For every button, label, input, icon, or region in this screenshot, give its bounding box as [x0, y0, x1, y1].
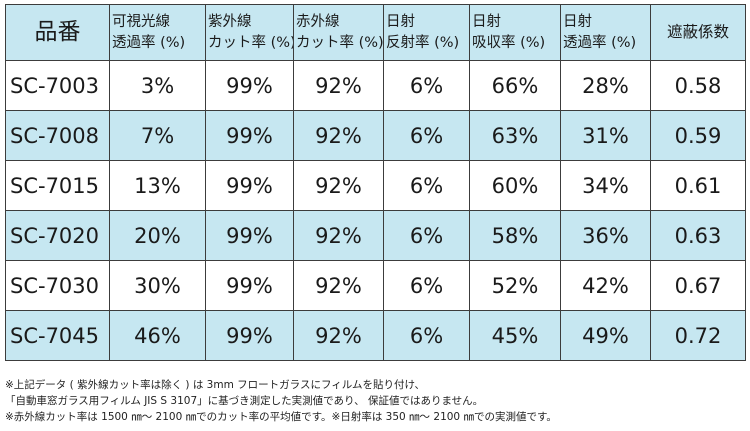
cell-uv-cut: 99% — [205, 210, 294, 261]
footnote-line: ※赤外線カット率は 1500 ㎚～ 2100 ㎚でのカット率の平均値です。※日射… — [5, 411, 557, 423]
cell-shading-coefficient: 0.67 — [650, 260, 746, 311]
cell-solar-reflectance: 6% — [383, 260, 470, 311]
cell-shading-coefficient: 0.63 — [650, 210, 746, 261]
cell-product-number: SC-7020 — [5, 210, 110, 261]
cell-uv-cut: 99% — [205, 260, 294, 311]
cell-visible-transmittance: 30% — [109, 260, 206, 311]
cell-shading-coefficient: 0.61 — [650, 160, 746, 211]
cell-ir-cut: 92% — [293, 160, 384, 211]
cell-ir-cut: 92% — [293, 210, 384, 261]
header-shading-coefficient: 遮蔽係数 — [650, 4, 746, 61]
header-label-line2: 吸収率 (%) — [472, 34, 546, 51]
cell-uv-cut: 99% — [205, 110, 294, 161]
cell-ir-cut: 92% — [293, 310, 384, 361]
header-visible-transmittance: 可視光線 透過率 (%) — [109, 4, 206, 61]
cell-visible-transmittance: 46% — [109, 310, 206, 361]
header-label-line1: 可視光線 — [112, 13, 170, 30]
header-label-line1: 日射 — [472, 13, 501, 30]
header-label-line1: 紫外線 — [208, 13, 252, 30]
table-row: SC-7008 7% 99% 92% 6% 63% 31% 0.59 — [5, 110, 746, 161]
cell-shading-coefficient: 0.58 — [650, 60, 746, 111]
header-label-line1: 赤外線 — [296, 13, 340, 30]
cell-uv-cut: 99% — [205, 310, 294, 361]
header-solar-reflectance: 日射 反射率 (%) — [383, 4, 470, 61]
header-solar-absorptance: 日射 吸収率 (%) — [469, 4, 561, 61]
cell-product-number: SC-7003 — [5, 60, 110, 111]
cell-product-number: SC-7030 — [5, 260, 110, 311]
header-label: 遮蔽係数 — [666, 23, 729, 41]
cell-solar-transmittance: 28% — [560, 60, 651, 111]
table-header: 品番 可視光線 透過率 (%) 紫外線 カット率 (%) 赤外線 カット率 (%… — [5, 4, 746, 61]
cell-ir-cut: 92% — [293, 110, 384, 161]
cell-visible-transmittance: 20% — [109, 210, 206, 261]
header-ir-cut: 赤外線 カット率 (%) — [293, 4, 384, 61]
header-uv-cut: 紫外線 カット率 (%) — [205, 4, 294, 61]
header-label-line2: カット率 (%) — [296, 34, 384, 51]
header-product-number: 品番 — [5, 4, 110, 61]
cell-ir-cut: 92% — [293, 60, 384, 111]
cell-solar-absorptance: 63% — [469, 110, 561, 161]
cell-solar-absorptance: 66% — [469, 60, 561, 111]
film-spec-table: 品番 可視光線 透過率 (%) 紫外線 カット率 (%) 赤外線 カット率 (%… — [5, 4, 746, 361]
cell-ir-cut: 92% — [293, 260, 384, 311]
table-row: SC-7020 20% 99% 92% 6% 58% 36% 0.63 — [5, 210, 746, 261]
footnotes: ※上記データ ( 紫外線カット率は除く ) は 3mm フロートガラスにフィルム… — [5, 377, 745, 425]
cell-solar-absorptance: 58% — [469, 210, 561, 261]
cell-solar-absorptance: 52% — [469, 260, 561, 311]
header-label-line1: 日射 — [563, 13, 592, 30]
cell-shading-coefficient: 0.59 — [650, 110, 746, 161]
header-label-line2: カット率 (%) — [208, 34, 294, 51]
cell-visible-transmittance: 13% — [109, 160, 206, 211]
footnote-line: ※上記データ ( 紫外線カット率は除く ) は 3mm フロートガラスにフィルム… — [5, 379, 425, 391]
cell-uv-cut: 99% — [205, 60, 294, 111]
table-body: SC-7003 3% 99% 92% 6% 66% 28% 0.58 SC-70… — [5, 60, 746, 361]
cell-solar-reflectance: 6% — [383, 160, 470, 211]
header-solar-transmittance: 日射 透過率 (%) — [560, 4, 651, 61]
cell-solar-reflectance: 6% — [383, 60, 470, 111]
table-row: SC-7045 46% 99% 92% 6% 45% 49% 0.72 — [5, 310, 746, 361]
cell-solar-transmittance: 31% — [560, 110, 651, 161]
cell-solar-reflectance: 6% — [383, 210, 470, 261]
header-label-line1: 日射 — [386, 13, 415, 30]
cell-solar-reflectance: 6% — [383, 310, 470, 361]
header-label-line2: 反射率 (%) — [386, 34, 460, 51]
footnote-line: 「自動車窓ガラス用フィルム JIS S 3107」に基づき測定した実測値であり、… — [5, 395, 484, 407]
table-row: SC-7015 13% 99% 92% 6% 60% 34% 0.61 — [5, 160, 746, 211]
table-row: SC-7003 3% 99% 92% 6% 66% 28% 0.58 — [5, 60, 746, 111]
cell-shading-coefficient: 0.72 — [650, 310, 746, 361]
header-label-line2: 透過率 (%) — [563, 34, 637, 51]
cell-visible-transmittance: 3% — [109, 60, 206, 111]
cell-solar-reflectance: 6% — [383, 110, 470, 161]
cell-product-number: SC-7045 — [5, 310, 110, 361]
cell-solar-transmittance: 34% — [560, 160, 651, 211]
cell-solar-absorptance: 60% — [469, 160, 561, 211]
cell-uv-cut: 99% — [205, 160, 294, 211]
spec-table-container: 品番 可視光線 透過率 (%) 紫外線 カット率 (%) 赤外線 カット率 (%… — [5, 4, 746, 361]
cell-product-number: SC-7015 — [5, 160, 110, 211]
cell-product-number: SC-7008 — [5, 110, 110, 161]
cell-solar-absorptance: 45% — [469, 310, 561, 361]
header-row: 品番 可視光線 透過率 (%) 紫外線 カット率 (%) 赤外線 カット率 (%… — [5, 4, 746, 61]
header-label: 品番 — [34, 19, 81, 45]
table-row: SC-7030 30% 99% 92% 6% 52% 42% 0.67 — [5, 260, 746, 311]
cell-solar-transmittance: 36% — [560, 210, 651, 261]
cell-visible-transmittance: 7% — [109, 110, 206, 161]
cell-solar-transmittance: 49% — [560, 310, 651, 361]
cell-solar-transmittance: 42% — [560, 260, 651, 311]
header-label-line2: 透過率 (%) — [112, 34, 186, 51]
